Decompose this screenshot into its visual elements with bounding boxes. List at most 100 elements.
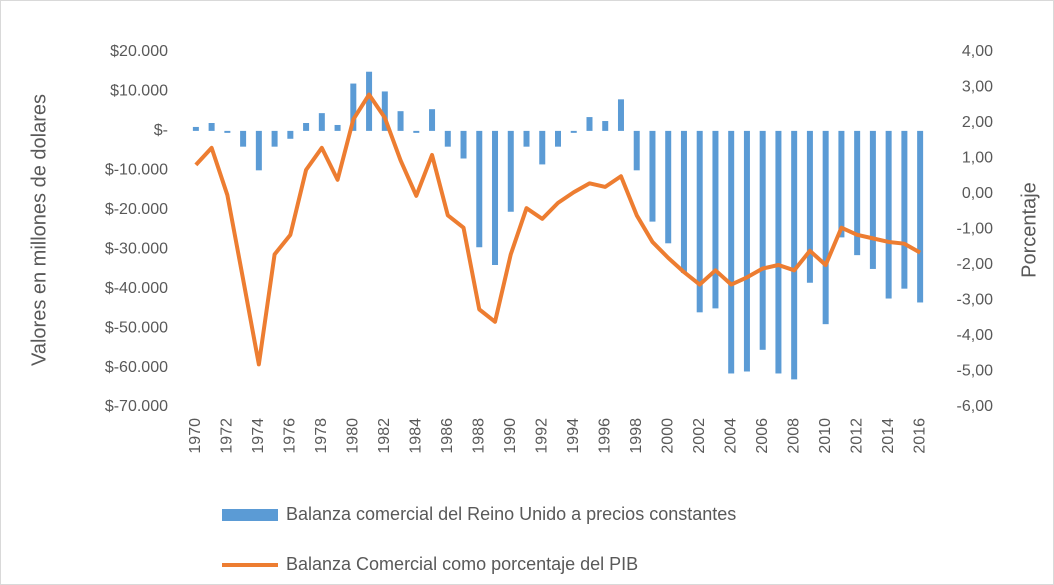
- bar: [665, 130, 672, 244]
- y2-tick-label: 3,00: [962, 79, 993, 96]
- x-tick-label: 1994: [565, 418, 582, 454]
- y2-tick-label: 2,00: [962, 114, 993, 131]
- x-tick-label: 1988: [470, 418, 487, 454]
- y2-tick-label: -6,00: [957, 398, 994, 415]
- y2-tick-label: 4,00: [962, 43, 993, 60]
- bar: [775, 130, 782, 374]
- bar: [255, 130, 262, 171]
- y2-tick-label: -4,00: [957, 327, 994, 344]
- bar: [555, 130, 561, 147]
- bar: [240, 130, 247, 147]
- bar: [617, 99, 624, 131]
- bar: [917, 130, 924, 303]
- bar: [791, 130, 798, 380]
- bar: [901, 130, 908, 289]
- x-tick-label: 2012: [848, 418, 865, 454]
- y-tick-label: $-70.000: [105, 398, 168, 415]
- x-tick-label: 2002: [691, 418, 708, 454]
- y2-tick-label: -5,00: [957, 363, 994, 380]
- bar: [854, 130, 861, 256]
- y2-tick-label: 0,00: [962, 185, 993, 202]
- y-tick-label: $-10.000: [105, 162, 168, 179]
- bar: [602, 121, 609, 131]
- bar: [303, 123, 310, 131]
- x-tick-label: 1990: [502, 418, 519, 454]
- x-tick-label: 1992: [533, 418, 550, 454]
- y2-tick-label: -1,00: [957, 221, 994, 238]
- bar: [523, 130, 530, 147]
- y-tick-label: $10.000: [110, 83, 168, 100]
- x-tick-label: 2014: [880, 418, 897, 454]
- y2-tick-label: 1,00: [962, 150, 993, 167]
- bar: [460, 130, 467, 159]
- y-axis-title: Valores en millones de dolares: [28, 94, 50, 366]
- x-tick-label: 1970: [187, 418, 204, 454]
- bar: [869, 130, 876, 269]
- bar: [759, 130, 766, 350]
- x-tick-label: 2010: [817, 418, 834, 454]
- legend-swatch: [222, 509, 278, 521]
- x-tick-label: 2016: [911, 418, 928, 454]
- bar: [633, 130, 640, 171]
- x-tick-label: 1984: [408, 418, 425, 454]
- bar: [208, 123, 215, 131]
- bar: [192, 126, 199, 131]
- bar: [712, 130, 719, 309]
- bar: [885, 130, 892, 299]
- bar: [806, 130, 813, 283]
- x-tick-label: 1996: [596, 418, 613, 454]
- y-tick-label: $-30.000: [105, 240, 168, 257]
- x-tick-label: 2006: [754, 418, 771, 454]
- y2-tick-label: -3,00: [957, 292, 994, 309]
- bar: [318, 113, 325, 131]
- y-tick-label: $-60.000: [105, 359, 168, 376]
- bar: [334, 124, 341, 131]
- bar: [413, 130, 420, 133]
- x-tick-label: 1980: [345, 418, 362, 454]
- x-tick-label: 1974: [250, 418, 267, 454]
- x-tick-label: 1972: [219, 418, 236, 454]
- bar: [224, 130, 231, 133]
- bar: [586, 117, 593, 131]
- bar: [539, 130, 546, 165]
- y-tick-label: $-40.000: [105, 280, 168, 297]
- x-tick-label: 1978: [313, 418, 330, 454]
- bar: [397, 111, 404, 131]
- y-tick-label: $-: [154, 122, 168, 139]
- x-tick-label: 2008: [785, 418, 802, 454]
- bar: [570, 130, 577, 133]
- bar: [743, 130, 750, 372]
- x-tick-label: 1976: [282, 418, 299, 454]
- bar: [649, 130, 656, 222]
- legend-label: Balanza comercial del Reino Unido a prec…: [286, 504, 736, 524]
- bar: [366, 71, 373, 131]
- bar: [680, 130, 687, 273]
- bar: [822, 130, 829, 325]
- bar: [476, 130, 483, 248]
- bar: [271, 130, 278, 147]
- y-tick-label: $-20.000: [105, 201, 168, 218]
- x-tick-label: 1998: [628, 418, 645, 454]
- bar: [429, 109, 436, 131]
- bar: [507, 130, 514, 212]
- line: [194, 92, 922, 367]
- y2-tick-label: -2,00: [957, 256, 994, 273]
- bar: [728, 130, 735, 374]
- bar: [838, 130, 845, 238]
- x-tick-label: 1986: [439, 418, 456, 454]
- bar: [492, 130, 499, 265]
- bar: [444, 130, 451, 147]
- x-tick-label: 2004: [722, 418, 739, 454]
- legend-label: Balanza Comercial como porcentaje del PI…: [286, 554, 638, 574]
- bar: [381, 91, 388, 131]
- bar: [287, 130, 294, 139]
- y-tick-label: $-50.000: [105, 319, 168, 336]
- y2-axis-title: Porcentaje: [1018, 182, 1040, 278]
- x-tick-label: 2000: [659, 418, 676, 454]
- x-tick-label: 1982: [376, 418, 393, 454]
- y-tick-label: $20.000: [110, 43, 168, 60]
- bar: [696, 130, 703, 313]
- bar: [350, 83, 357, 131]
